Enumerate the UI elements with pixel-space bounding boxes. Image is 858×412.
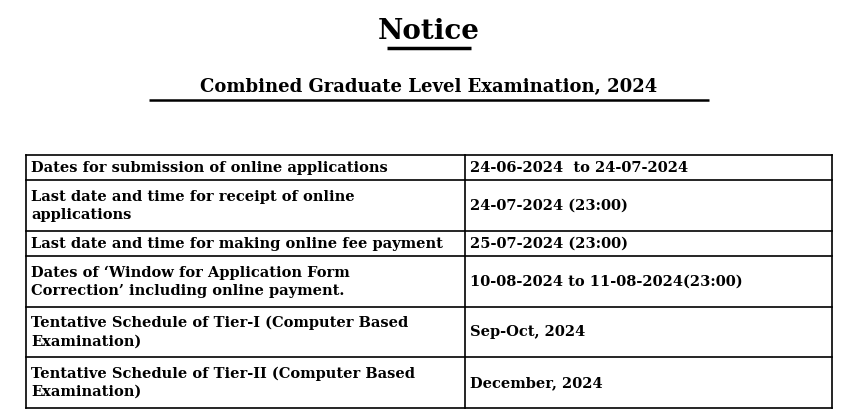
Bar xyxy=(26,180,832,231)
Text: Last date and time for making online fee payment: Last date and time for making online fee… xyxy=(31,236,443,250)
Text: Combined Graduate Level Examination, 2024: Combined Graduate Level Examination, 202… xyxy=(201,78,657,96)
Text: 10-08-2024 to 11-08-2024(23:00): 10-08-2024 to 11-08-2024(23:00) xyxy=(470,274,743,288)
Bar xyxy=(26,357,832,408)
Text: Last date and time for receipt of online
applications: Last date and time for receipt of online… xyxy=(31,190,354,222)
Bar xyxy=(26,307,832,357)
Text: Dates for submission of online applications: Dates for submission of online applicati… xyxy=(31,161,388,175)
Text: 25-07-2024 (23:00): 25-07-2024 (23:00) xyxy=(470,236,628,250)
Text: Sep-Oct, 2024: Sep-Oct, 2024 xyxy=(470,325,585,339)
Bar xyxy=(26,231,832,256)
Text: 24-06-2024  to 24-07-2024: 24-06-2024 to 24-07-2024 xyxy=(470,161,688,175)
Text: December, 2024: December, 2024 xyxy=(470,376,603,390)
Bar xyxy=(26,256,832,307)
Text: Dates of ‘Window for Application Form
Correction’ including online payment.: Dates of ‘Window for Application Form Co… xyxy=(31,265,350,297)
Bar xyxy=(26,155,832,180)
Text: Tentative Schedule of Tier-II (Computer Based
Examination): Tentative Schedule of Tier-II (Computer … xyxy=(31,367,415,399)
Text: 24-07-2024 (23:00): 24-07-2024 (23:00) xyxy=(470,199,628,213)
Text: Tentative Schedule of Tier-I (Computer Based
Examination): Tentative Schedule of Tier-I (Computer B… xyxy=(31,316,408,348)
Text: Notice: Notice xyxy=(378,18,480,45)
